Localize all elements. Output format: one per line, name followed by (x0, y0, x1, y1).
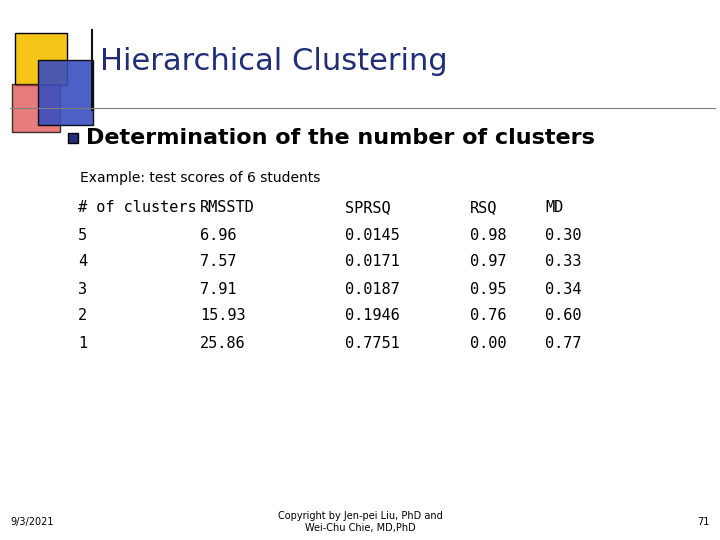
Text: 7.57: 7.57 (200, 254, 236, 269)
Text: 1: 1 (78, 335, 87, 350)
Text: 15.93: 15.93 (200, 308, 246, 323)
Text: 9/3/2021: 9/3/2021 (10, 517, 53, 527)
Text: RMSSTD: RMSSTD (200, 200, 255, 215)
Text: 0.0171: 0.0171 (345, 254, 400, 269)
Text: 7.91: 7.91 (200, 281, 236, 296)
Text: 0.0187: 0.0187 (345, 281, 400, 296)
Text: Example: test scores of 6 students: Example: test scores of 6 students (80, 171, 320, 185)
FancyBboxPatch shape (38, 60, 93, 125)
Text: 71: 71 (698, 517, 710, 527)
Text: # of clusters: # of clusters (78, 200, 197, 215)
Text: 0.98: 0.98 (470, 227, 506, 242)
Text: 0.95: 0.95 (470, 281, 506, 296)
Text: 4: 4 (78, 254, 87, 269)
Text: 6.96: 6.96 (200, 227, 236, 242)
Text: 0.76: 0.76 (470, 308, 506, 323)
Text: 0.60: 0.60 (545, 308, 582, 323)
FancyBboxPatch shape (15, 33, 67, 85)
Text: 25.86: 25.86 (200, 335, 246, 350)
Text: 0.77: 0.77 (545, 335, 582, 350)
FancyBboxPatch shape (68, 133, 78, 143)
Text: RSQ: RSQ (470, 200, 498, 215)
Text: Determination of the number of clusters: Determination of the number of clusters (86, 128, 595, 148)
Text: 0.30: 0.30 (545, 227, 582, 242)
Text: 0.0145: 0.0145 (345, 227, 400, 242)
Text: Copyright by Jen-pei Liu, PhD and
Wei-Chu Chie, MD,PhD: Copyright by Jen-pei Liu, PhD and Wei-Ch… (278, 511, 442, 533)
Text: 0.97: 0.97 (470, 254, 506, 269)
Text: MD: MD (545, 200, 563, 215)
FancyBboxPatch shape (12, 84, 60, 132)
Text: 3: 3 (78, 281, 87, 296)
Text: 0.1946: 0.1946 (345, 308, 400, 323)
Text: 0.33: 0.33 (545, 254, 582, 269)
Text: 2: 2 (78, 308, 87, 323)
Text: SPRSQ: SPRSQ (345, 200, 391, 215)
Text: 0.7751: 0.7751 (345, 335, 400, 350)
Text: 0.34: 0.34 (545, 281, 582, 296)
Text: Hierarchical Clustering: Hierarchical Clustering (100, 48, 448, 77)
Text: 0.00: 0.00 (470, 335, 506, 350)
Text: 5: 5 (78, 227, 87, 242)
